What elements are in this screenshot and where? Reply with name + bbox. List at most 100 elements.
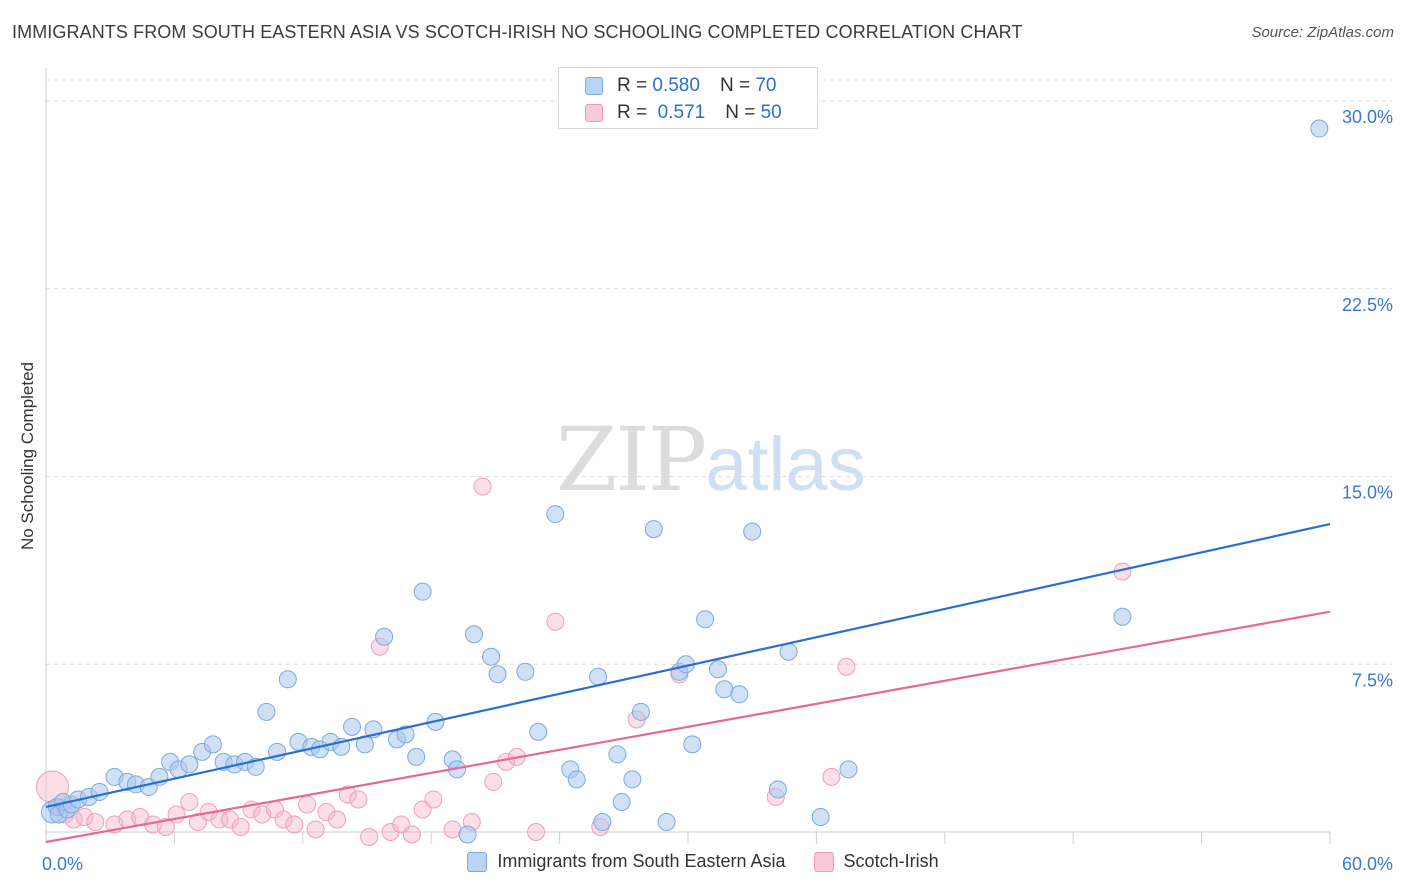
point-scotch-irish (473, 477, 492, 496)
point-scotch-irish (317, 802, 336, 821)
legend-item-scotch-irish: Scotch-Irish (813, 851, 939, 872)
legend-n-value-sea: 70 (755, 75, 777, 96)
point-scotch-irish (360, 828, 379, 847)
legend-n-label: N = (725, 102, 756, 123)
legend-r-value-sea: 0.580 (652, 75, 700, 96)
point-sea (458, 825, 477, 844)
point-sea (1310, 119, 1329, 138)
trend-line-sea (45, 523, 1331, 809)
source-note: Source: ZipAtlas.com (1251, 24, 1394, 41)
point-scotch-irish (484, 772, 503, 791)
legend-swatch-sea (585, 77, 603, 95)
point-sea (375, 627, 394, 646)
series-legend: Immigrants from South Eastern Asia Scotc… (0, 851, 1406, 872)
point-sea (413, 582, 432, 601)
point-sea (278, 670, 297, 689)
point-sea (529, 722, 548, 741)
point-sea (696, 610, 715, 629)
x-tick-label: 60.0% (1342, 854, 1393, 874)
point-scotch-irish (86, 812, 105, 831)
point-sea (1113, 607, 1132, 626)
point-sea (683, 735, 702, 754)
series-scotch-irish-points (35, 477, 1132, 847)
point-sea (768, 780, 787, 799)
point-scotch-irish (546, 612, 565, 631)
y-tick-label: 7.5% (1352, 670, 1393, 690)
point-scotch-irish (424, 790, 443, 809)
legend-swatch-sea (467, 851, 488, 872)
legend-swatch-scotch-irish (813, 851, 834, 872)
legend-label-sea: Immigrants from South Eastern Asia (497, 851, 786, 871)
point-scotch-irish (156, 817, 175, 836)
point-scotch-irish (180, 792, 199, 811)
trend-line-scotch-irish (45, 610, 1331, 844)
point-sea (708, 660, 727, 679)
x-tick-label: 0.0% (42, 854, 83, 874)
point-sea (811, 807, 830, 826)
point-scotch-irish (338, 785, 357, 804)
point-sea (396, 725, 415, 744)
point-scotch-irish (402, 825, 421, 844)
point-sea (644, 520, 663, 539)
point-sea (465, 625, 483, 644)
legend-r-label: R = (617, 75, 648, 96)
point-sea (482, 647, 501, 666)
point-sea (839, 760, 858, 779)
point-sea (730, 685, 749, 704)
point-sea (90, 782, 109, 801)
point-scotch-irish (328, 810, 347, 829)
legend-item-sea: Immigrants from South Eastern Asia (467, 851, 786, 872)
point-sea (608, 745, 627, 764)
point-sea (516, 662, 535, 681)
point-sea (567, 770, 586, 789)
y-tick-label: 15.0% (1342, 483, 1393, 503)
point-sea (612, 792, 631, 811)
point-sea (715, 680, 734, 699)
series-sea-points (40, 119, 1329, 844)
point-sea (203, 735, 222, 754)
tick-labels: 7.5% 15.0% 22.5% 30.0% 0.0% 60.0% (42, 107, 1393, 874)
point-scotch-irish (274, 810, 293, 829)
point-scotch-irish (75, 807, 94, 826)
point-sea (546, 505, 565, 524)
legend-n-label: N = (719, 75, 751, 96)
chart-title: IMMIGRANTS FROM SOUTH EASTERN ASIA VS SC… (12, 22, 1023, 42)
y-tick-label: 30.0% (1342, 107, 1393, 127)
trend-lines (45, 523, 1331, 844)
point-scotch-irish (443, 820, 462, 839)
legend-n-value-scotch-irish: 50 (760, 102, 782, 123)
point-scotch-irish (822, 767, 841, 786)
point-sea (779, 642, 798, 661)
grid-lines (46, 79, 1392, 665)
point-sea (257, 702, 276, 721)
point-sea (488, 665, 507, 684)
point-sea (631, 702, 650, 721)
axes (45, 68, 1331, 844)
point-sea (657, 812, 676, 831)
point-scotch-irish (349, 790, 368, 809)
point-sea (743, 522, 762, 541)
legend-r-label: R = (617, 102, 648, 123)
point-scotch-irish (298, 795, 317, 814)
legend-r-value-scotch-irish: 0.571 (657, 102, 706, 123)
correlation-legend: R = 0.580 N = 70 R = 0.571 N = 50 (558, 67, 818, 129)
legend-swatch-scotch-irish (585, 104, 603, 122)
y-tick-label: 22.5% (1342, 295, 1393, 315)
point-scotch-irish (381, 823, 400, 841)
point-sea (589, 667, 608, 686)
point-scotch-irish (306, 820, 325, 839)
point-sea (407, 747, 426, 766)
point-sea (623, 770, 642, 789)
legend-label-scotch-irish: Scotch-Irish (843, 851, 939, 871)
point-sea (593, 812, 612, 831)
point-sea (343, 717, 362, 736)
point-scotch-irish (285, 815, 304, 834)
point-scotch-irish (527, 823, 546, 841)
legend-row-sea: R = 0.580 N = 70 (585, 74, 776, 98)
legend-row-scotch-irish: R = 0.571 N = 50 (585, 101, 782, 125)
point-scotch-irish (231, 817, 250, 836)
point-scotch-irish (837, 657, 856, 676)
point-scotch-irish (221, 810, 240, 829)
point-sea (180, 755, 199, 774)
